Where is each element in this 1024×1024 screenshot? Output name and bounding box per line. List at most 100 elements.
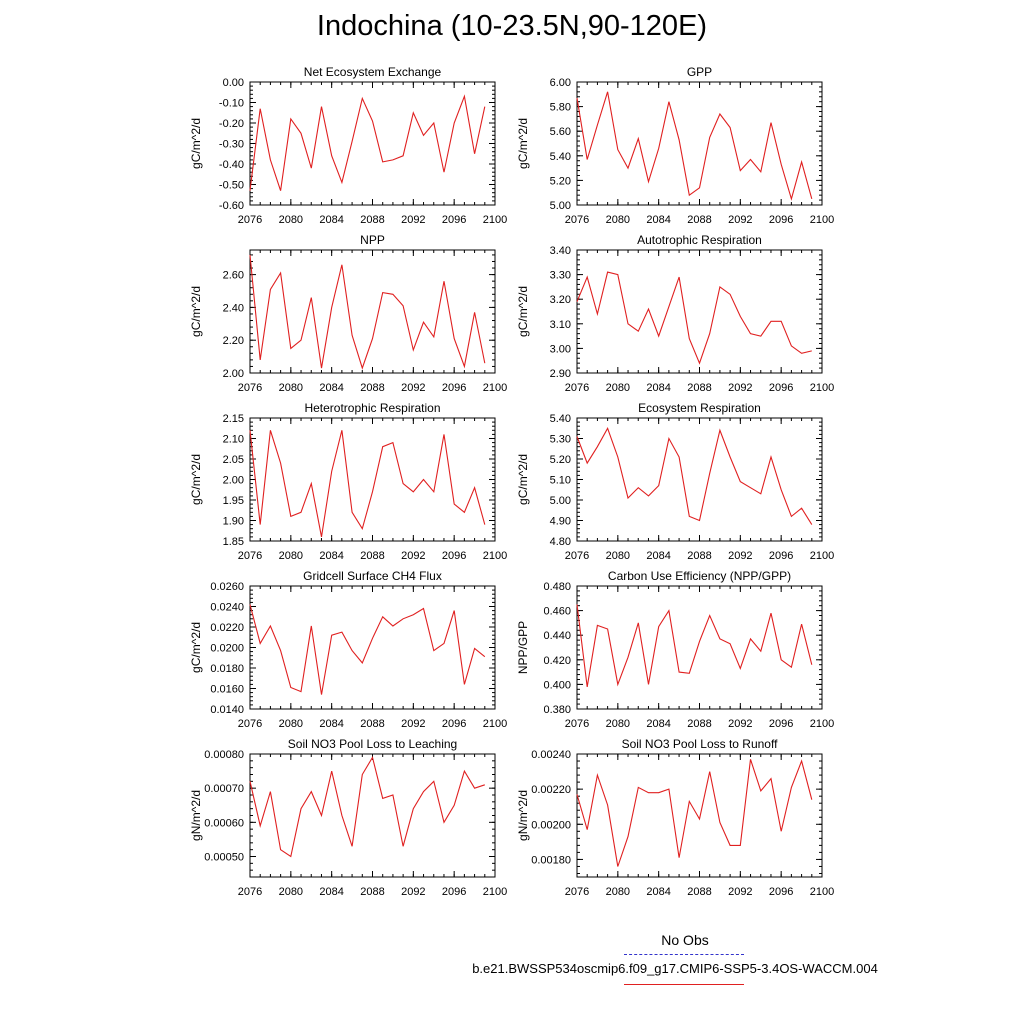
y-tick-label: -0.30 [219,139,244,151]
x-tick-label: 2092 [728,382,752,394]
y-tick-label: -0.60 [219,200,244,212]
y-tick-label: 0.0200 [210,643,244,655]
y-tick-label: 0.380 [543,704,571,716]
chart-title: Carbon Use Efficiency (NPP/GPP) [608,569,791,583]
x-tick-label: 2092 [728,214,752,226]
chart-title: GPP [687,65,712,79]
y-tick-label: 3.20 [550,294,571,306]
legend-case-label: b.e21.BWSSP534oscmip6.f09_g17.CMIP6-SSP5… [472,961,878,976]
x-tick-label: 2100 [483,382,507,394]
plot-frame [576,249,823,374]
y-tick-label: 5.60 [550,126,571,138]
x-tick-label: 2080 [606,886,630,898]
y-tick-label: 0.0160 [210,684,244,696]
x-tick-label: 2092 [401,886,425,898]
y-tick-label: 3.40 [550,245,571,257]
series-line [576,759,813,867]
y-axis-label: gC/m^2/d [189,622,203,673]
plot-frame [249,753,496,878]
x-tick-label: 2076 [238,550,262,562]
x-tick-label: 2088 [687,550,711,562]
y-tick-label: 2.15 [223,413,244,425]
y-axis-label: gN/m^2/d [189,790,203,841]
x-tick-label: 2100 [810,382,834,394]
x-tick-label: 2092 [401,550,425,562]
x-tick-label: 2076 [565,886,589,898]
x-tick-label: 2080 [279,382,303,394]
x-tick-label: 2088 [687,886,711,898]
series-line [249,604,486,695]
y-tick-label: 6.00 [550,77,571,89]
chart-title: Soil NO3 Pool Loss to Leaching [288,737,457,751]
x-tick-label: 2076 [565,382,589,394]
x-tick-label: 2076 [565,214,589,226]
y-tick-label: 0.00220 [531,784,571,796]
x-tick-label: 2080 [279,214,303,226]
y-tick-label: 2.60 [223,270,244,282]
plot-frame [576,417,823,542]
x-tick-label: 2100 [810,550,834,562]
x-tick-label: 2084 [319,886,343,898]
x-tick-label: 2100 [483,214,507,226]
y-tick-label: 2.00 [223,475,244,487]
x-tick-label: 2092 [401,718,425,730]
y-axis-label: gC/m^2/d [189,118,203,169]
x-tick-label: 2096 [769,214,793,226]
legend-case-line [624,984,744,985]
y-tick-label: 0.00060 [204,817,244,829]
x-tick-label: 2080 [606,550,630,562]
chart-title: Autotrophic Respiration [637,233,762,247]
x-tick-label: 2076 [238,886,262,898]
x-tick-label: 2096 [442,214,466,226]
y-tick-label: -0.50 [219,180,244,192]
x-tick-label: 2100 [810,214,834,226]
y-tick-label: 5.40 [550,413,571,425]
chart-panel: NPP gC/m^2/d 2076 2080 2084 2088 2092 2096 2100 2… [189,233,507,394]
y-tick-label: 0.00 [223,77,244,89]
y-axis-label: gC/m^2/d [516,118,530,169]
chart-title: Soil NO3 Pool Loss to Runoff [622,737,779,751]
y-axis-label: gN/m^2/d [516,790,530,841]
x-tick-label: 2084 [646,718,670,730]
x-tick-label: 2076 [238,718,262,730]
y-tick-label: 0.400 [543,679,571,691]
y-tick-label: 0.0240 [210,602,244,614]
y-tick-label: 0.00200 [531,819,571,831]
x-tick-label: 2076 [565,718,589,730]
series-line [249,755,485,858]
y-axis-label: gC/m^2/d [516,454,530,505]
x-tick-label: 2084 [646,382,670,394]
series-line [576,426,813,525]
x-tick-label: 2080 [606,382,630,394]
x-tick-label: 2088 [360,718,384,730]
chart-title: Ecosystem Respiration [638,401,761,415]
y-axis-label: gC/m^2/d [189,286,203,337]
x-tick-label: 2092 [728,886,752,898]
y-tick-label: 2.20 [223,335,244,347]
x-tick-label: 2084 [319,550,343,562]
x-tick-label: 2080 [279,718,303,730]
x-tick-label: 2084 [319,214,343,226]
y-tick-label: 2.40 [223,302,244,314]
y-tick-label: 5.10 [550,475,571,487]
chart-panel: Net Ecosystem Exchange gC/m^2/d 2076 2080 20… [189,65,507,226]
x-tick-label: 2076 [238,382,262,394]
y-tick-label: 3.10 [550,319,571,331]
chart-panel: GPP gC/m^2/d 2076 2080 2084 2088 2092 2096 2100 5… [516,65,834,226]
x-tick-label: 2076 [238,214,262,226]
y-tick-label: 4.80 [550,536,571,548]
x-tick-label: 2092 [728,550,752,562]
legend-obs-line [624,954,744,955]
y-tick-label: -0.10 [219,98,244,110]
x-tick-label: 2100 [810,886,834,898]
x-tick-label: 2096 [769,550,793,562]
x-tick-label: 2084 [646,886,670,898]
y-axis-label: gC/m^2/d [516,286,530,337]
y-tick-label: 0.0260 [210,581,244,593]
x-tick-label: 2096 [769,718,793,730]
page-title: Indochina (10-23.5N,90-120E) [316,10,708,42]
chart-title: Net Ecosystem Exchange [304,65,442,79]
y-tick-label: 5.20 [550,454,571,466]
series-line [249,254,486,370]
chart-panel: Soil NO3 Pool Loss to Runoff gN/m^2/d 2076… [516,737,834,898]
